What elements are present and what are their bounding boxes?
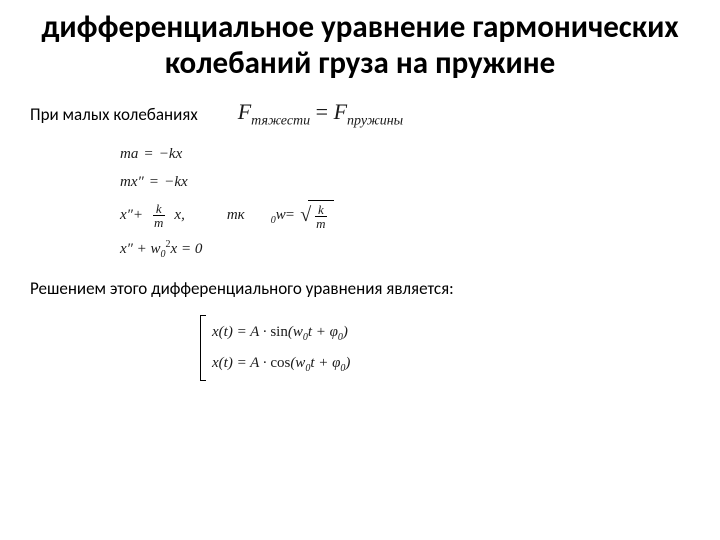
- d4-body: x″ + w02x = 0: [120, 235, 202, 264]
- small-oscillations-row: При малых колебаниях Fтяжести = Fпружины: [30, 99, 690, 129]
- d3-frac: k m: [151, 202, 166, 229]
- d1-eq: =: [144, 140, 152, 169]
- d1-rhs: −kx: [159, 140, 182, 169]
- d2-lhs: mx″: [120, 168, 144, 197]
- s1-arg-a: (w: [288, 324, 303, 340]
- d3-lhs: x″+: [120, 201, 143, 230]
- d4-tail: x = 0: [171, 241, 203, 257]
- d3-frac-num: k: [153, 202, 165, 216]
- d2-rhs: −kx: [164, 168, 187, 197]
- d4-sub: 0: [161, 249, 166, 260]
- solution-block: x(t) = A · sin(w0t + φ0) x(t) = A · cos(…: [200, 315, 690, 381]
- s2-arg-a: (w: [290, 355, 305, 371]
- d3-sqrt: √ k m: [300, 197, 333, 235]
- s1-fn: sin: [270, 324, 288, 340]
- d3-eq: =: [286, 207, 294, 223]
- derivation-line-2: mx″ = −kx: [120, 168, 690, 197]
- d4-pre: x″ + w: [120, 241, 161, 257]
- force-eq-sign: =: [316, 99, 328, 124]
- s1-pre: x(t) = A ·: [212, 324, 270, 340]
- sqrt-icon: √: [300, 196, 311, 234]
- d3-sqrt-frac: k m: [313, 203, 328, 230]
- d3-frac-den: m: [151, 216, 166, 229]
- solution-line-1: x(t) = A · sin(w0t + φ0): [212, 317, 350, 348]
- slide-title: дифференциальное уравнение гармонических…: [30, 10, 690, 81]
- force-right-sym: F: [334, 99, 347, 124]
- force-left-sym: F: [238, 99, 251, 124]
- d3-after: x,: [174, 201, 184, 230]
- d3-mk: mк: [227, 201, 245, 230]
- d1-lhs: ma: [120, 140, 138, 169]
- s2-fn: cos: [270, 355, 290, 371]
- solution-lines: x(t) = A · sin(w0t + φ0) x(t) = A · cos(…: [212, 315, 350, 381]
- s2-close: ): [345, 355, 350, 371]
- d3-sqrt-num: k: [315, 203, 327, 217]
- s2-pre: x(t) = A ·: [212, 355, 270, 371]
- d3-w-sym: w: [276, 207, 286, 223]
- derivation-line-4: x″ + w02x = 0: [120, 235, 690, 264]
- bracket-icon: [200, 315, 206, 381]
- derivation-line-3: x″+ k m x, mк 0w= √ k m: [120, 197, 690, 235]
- s1-close: ): [343, 324, 348, 340]
- d2-eq: =: [150, 168, 158, 197]
- derivation-block: ma = −kx mx″ = −kx x″+ k m x, mк 0w= √: [120, 140, 690, 264]
- force-left-sub: тяжести: [251, 114, 310, 129]
- slide: дифференциальное уравнение гармонических…: [0, 0, 720, 540]
- d3-sqrt-den: m: [313, 217, 328, 230]
- s2-arg-b: t + φ: [310, 355, 340, 371]
- d3-sqrt-body: k m: [308, 200, 333, 231]
- small-oscillations-text: При малых колебаниях: [30, 104, 198, 125]
- solution-line-2: x(t) = A · cos(w0t + φ0): [212, 348, 350, 379]
- d3-w: 0w=: [271, 201, 294, 230]
- derivation-line-1: ma = −kx: [120, 140, 690, 169]
- force-equation: Fтяжести = Fпружины: [238, 99, 403, 129]
- s1-arg-b: t + φ: [308, 324, 338, 340]
- solution-label: Решением этого дифференциального уравнен…: [30, 278, 690, 299]
- force-right-sub: пружины: [347, 114, 403, 129]
